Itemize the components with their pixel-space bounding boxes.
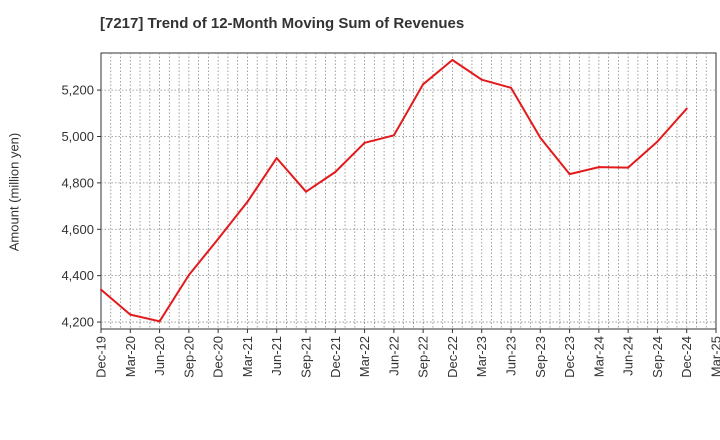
x-tick-label: Jun-21 (269, 336, 284, 376)
x-tick-label: Sep-22 (416, 336, 431, 378)
data-point (510, 86, 512, 89)
x-tick-label: Mar-22 (357, 336, 372, 377)
x-tick-label: Dec-21 (328, 336, 343, 378)
x-tick-label: Dec-22 (445, 336, 460, 378)
data-point (627, 166, 630, 169)
x-tick-label: Dec-19 (94, 336, 109, 378)
x-tick-label: Sep-24 (650, 336, 665, 378)
data-point (363, 141, 366, 144)
x-tick-label: Sep-23 (533, 336, 548, 378)
data-point (480, 78, 483, 81)
data-point (246, 200, 249, 203)
data-point (275, 157, 278, 160)
x-tick-label: Jun-23 (504, 336, 519, 376)
data-point (129, 313, 132, 316)
y-tick-label: 4,800 (61, 175, 94, 190)
x-tick-label: Mar-23 (474, 336, 489, 377)
x-tick-label: Mar-20 (123, 336, 138, 377)
data-point (100, 288, 102, 291)
data-point (656, 140, 659, 143)
x-tick-label: Sep-20 (181, 336, 196, 378)
x-tick-label: Jun-24 (621, 336, 636, 376)
plot-frame (100, 52, 717, 330)
x-tick-label: Mar-21 (240, 336, 255, 377)
data-point (597, 166, 600, 169)
y-tick-label: 4,400 (61, 268, 94, 283)
x-tick-label: Dec-20 (211, 336, 226, 378)
data-point (568, 173, 571, 176)
x-tick-label: Mar-24 (591, 336, 606, 377)
y-tick-label: 4,200 (61, 315, 94, 330)
x-tick-label: Dec-23 (562, 336, 577, 378)
data-point (392, 134, 395, 137)
x-tick-label: Jun-22 (386, 336, 401, 376)
data-point (539, 136, 542, 139)
x-tick-label: Mar-25 (709, 336, 720, 377)
x-tick-label: Dec-24 (679, 336, 694, 378)
y-tick-label: 5,000 (61, 129, 94, 144)
data-point (685, 107, 688, 110)
data-point (217, 238, 220, 241)
chart-title: [7217] Trend of 12-Month Moving Sum of R… (100, 15, 465, 32)
x-tick-label: Jun-20 (152, 336, 167, 376)
data-point (334, 170, 337, 173)
data-point (187, 273, 190, 276)
data-point (422, 83, 425, 86)
data-point (305, 190, 307, 193)
x-tick-label: Sep-21 (299, 336, 314, 378)
y-tick-label: 5,200 (61, 83, 94, 98)
data-point (158, 320, 161, 323)
y-tick-label: 4,600 (61, 222, 94, 237)
data-point (451, 58, 454, 61)
